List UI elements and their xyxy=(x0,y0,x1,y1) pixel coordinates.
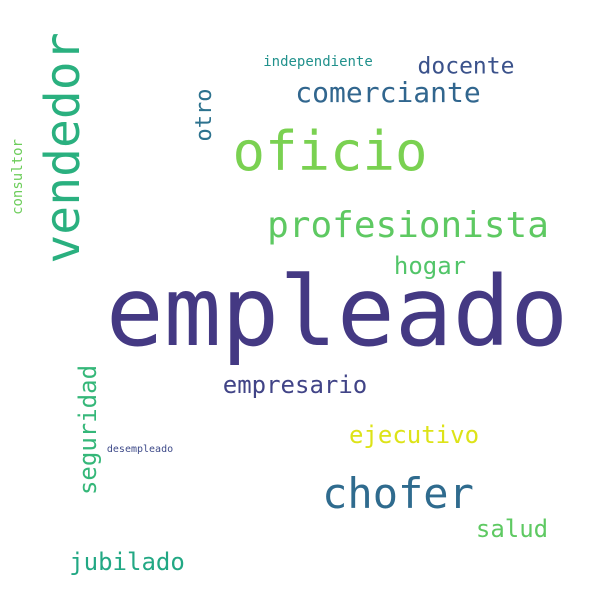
word-vendedor: vendedor xyxy=(35,32,91,264)
word-docente: docente xyxy=(417,53,515,80)
word-seguridad: seguridad xyxy=(74,364,102,496)
word-consultor: consultor xyxy=(10,139,26,215)
word-hogar: hogar xyxy=(393,252,467,280)
word-ejecutivo: ejecutivo xyxy=(348,421,480,449)
word-empresario: empresario xyxy=(222,371,368,399)
word-oficio: oficio xyxy=(232,120,428,183)
word-desempleado: desempleado xyxy=(106,444,174,455)
word-comerciante: comerciante xyxy=(295,76,481,109)
word-profesionista: profesionista xyxy=(267,205,549,246)
word-empleado: empleado xyxy=(105,256,569,368)
word-independiente: independiente xyxy=(263,54,373,70)
word-otro: otro xyxy=(192,88,217,142)
word-chofer: chofer xyxy=(322,469,474,518)
word-jubilado: jubilado xyxy=(69,548,185,576)
word-salud: salud xyxy=(475,515,549,543)
